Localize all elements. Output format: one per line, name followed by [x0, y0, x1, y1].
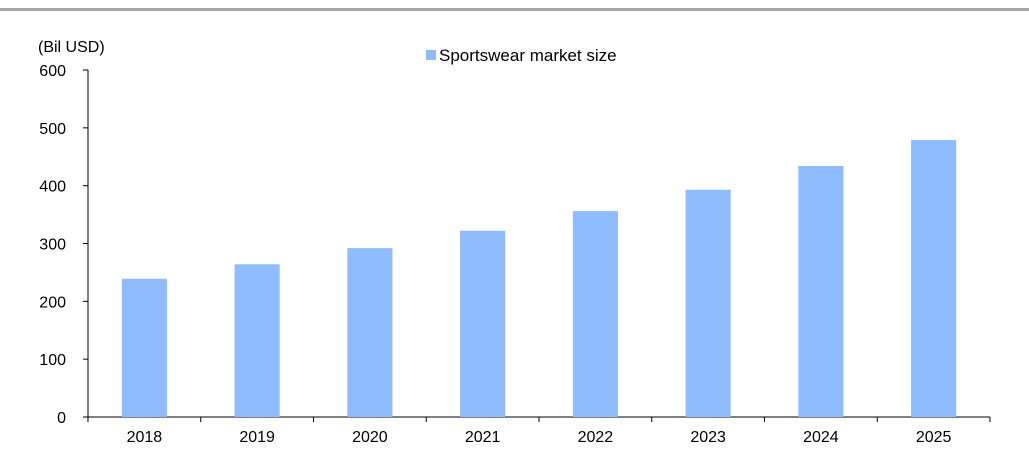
y-tick-label: 500 — [39, 121, 66, 138]
x-tick-label: 2021 — [465, 429, 501, 446]
y-tick-label: 0 — [57, 410, 66, 427]
bar — [911, 139, 957, 417]
x-tick-label: 2023 — [690, 429, 726, 446]
bar — [572, 211, 618, 417]
y-tick-label: 600 — [39, 63, 66, 80]
y-unit-label: (Bil USD) — [38, 39, 105, 56]
x-tick-label: 2018 — [127, 429, 163, 446]
y-axis: 0 100 200 300 400 500 600 — [39, 63, 89, 427]
x-axis: 2018 2019 2020 2021 2022 2023 2024 2025 — [87, 416, 991, 446]
x-tick-label: 2022 — [578, 429, 614, 446]
bar — [460, 230, 506, 417]
bar — [234, 264, 280, 417]
legend: Sportswear market size — [426, 46, 617, 65]
bar — [347, 248, 393, 417]
y-tick-label: 400 — [39, 179, 66, 196]
y-tick-label: 200 — [39, 294, 66, 311]
x-tick-label: 2024 — [803, 429, 839, 446]
x-tick-label: 2025 — [916, 429, 952, 446]
x-tick-label: 2019 — [239, 429, 275, 446]
bars — [121, 139, 957, 417]
bar — [798, 166, 844, 417]
top-rule — [0, 8, 1029, 11]
bar — [685, 189, 731, 417]
x-tick-label: 2020 — [352, 429, 388, 446]
y-tick-label: 300 — [39, 237, 66, 254]
bar — [121, 278, 167, 417]
legend-label: Sportswear market size — [439, 46, 617, 65]
y-tick-label: 100 — [39, 352, 66, 369]
legend-swatch — [426, 50, 436, 60]
